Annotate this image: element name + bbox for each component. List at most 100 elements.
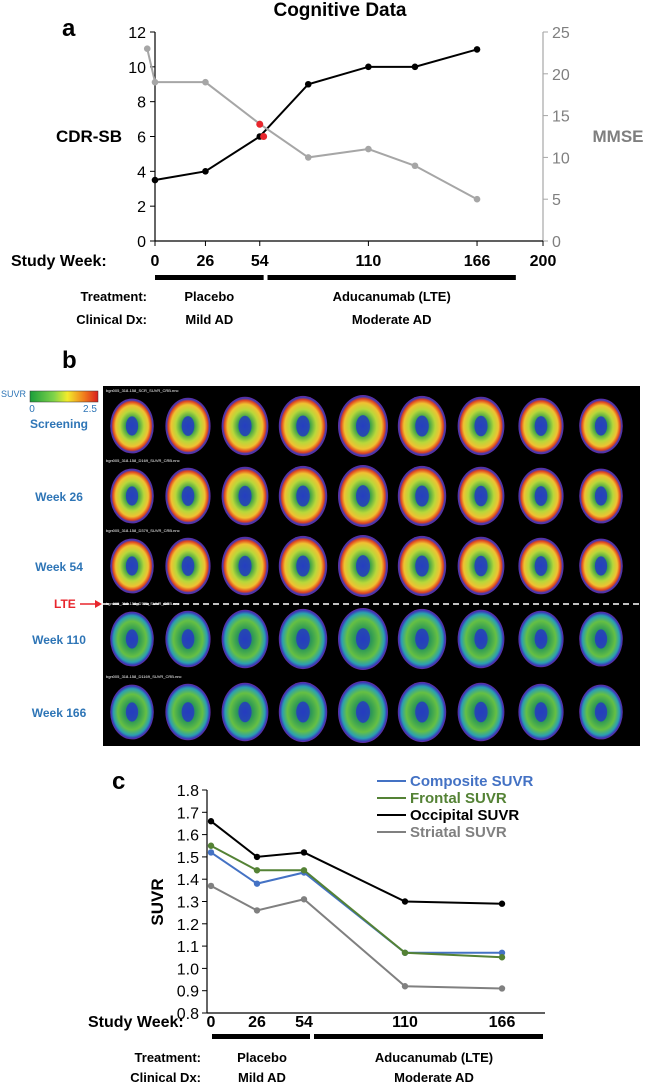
pet-ventricle: [534, 486, 548, 506]
chart-c-point-occipital-suvr: [498, 900, 506, 907]
pet-ventricle: [594, 702, 608, 722]
chart-a-point-mmse: [473, 195, 481, 203]
pet-ventricle: [296, 628, 310, 650]
chart-c-ytick-label: 1.6: [177, 828, 199, 845]
chart-c-point-striatal-suvr: [207, 882, 215, 890]
chart-a-y2tick-label: 0: [552, 234, 561, 251]
chart-a-point-mmse: [304, 154, 312, 161]
chart-a-point-cdr-sb: [411, 63, 419, 71]
chart-c-xtick-label: 26: [248, 1014, 266, 1031]
chart-c-point-frontal-suvr: [207, 842, 215, 849]
chart-c-point-composite-suvr: [207, 849, 215, 856]
chart-c-phase-dx: Moderate AD: [394, 1070, 474, 1085]
pet-row-caption: bgn005_318-158_SCR_SUVR_CRB.nnc: [106, 388, 179, 393]
chart-a-series-cdr-sb: [154, 48, 478, 182]
pet-row-label: Week 54: [35, 560, 83, 574]
pet-ventricle: [534, 556, 548, 576]
chart-c-ytick-label: 0.8: [177, 1006, 199, 1023]
chart-c-ytick-label: 0.9: [177, 984, 199, 1001]
pet-ventricle: [594, 556, 608, 576]
chart-c-phase-bar: [212, 1034, 310, 1039]
chart-a-ylabel: CDR-SB: [56, 127, 122, 146]
chart-c-phase-bar: [314, 1034, 543, 1039]
pet-ventricle: [474, 628, 488, 650]
pet-ventricle: [125, 416, 139, 436]
pet-row-caption: bgn005_318-158_D771_SUVR_CRB.nnc: [106, 601, 180, 606]
chart-c-point-frontal-suvr: [253, 867, 261, 874]
chart-a-y2tick-label: 20: [552, 67, 570, 84]
pet-ventricle: [474, 415, 488, 437]
chart-c-point-occipital-suvr: [401, 898, 409, 905]
pet-ventricle: [534, 416, 548, 436]
scale-min: 0: [29, 404, 35, 415]
chart-a-ytick-label: 8: [137, 95, 146, 112]
chart-a-point-cdr-sb: [473, 46, 481, 53]
panel-a: a Cognitive Data CDR-SB MMSE 0 2 4 6 8 10 12 0 5…: [11, 0, 644, 327]
chart-a-xtick-label: 26: [197, 253, 215, 270]
chart-a-ytick-label: 0: [137, 234, 146, 251]
chart-c-ytick-label: 1.1: [177, 939, 199, 956]
panel-c-letter: c: [112, 768, 125, 795]
chart-c-point-frontal-suvr: [401, 949, 409, 956]
pet-ventricle: [238, 555, 252, 577]
chart-c-xtick-label: 54: [295, 1014, 313, 1031]
chart-a-point-mmse: [365, 145, 372, 153]
pet-ventricle: [181, 702, 195, 722]
pet-ventricle: [415, 628, 429, 650]
pet-ventricle: [125, 486, 139, 506]
pet-ventricle: [594, 629, 608, 649]
chart-a-dx-label: Clinical Dx:: [76, 312, 147, 327]
chart-a-xtick-label: 110: [355, 253, 381, 270]
pet-ventricle: [594, 416, 608, 436]
pet-ventricle: [181, 629, 195, 649]
pet-ventricle: [181, 556, 195, 576]
chart-a-point-mmse: [143, 45, 151, 53]
pet-ventricle: [296, 415, 310, 437]
panel-b-letter: b: [62, 347, 77, 374]
pet-ventricle: [474, 555, 488, 577]
chart-a-phase-dx: Moderate AD: [352, 312, 432, 327]
chart-c-point-frontal-suvr: [300, 867, 308, 874]
chart-c-point-composite-suvr: [498, 949, 506, 956]
chart-c-ytick-label: 1.4: [177, 872, 199, 889]
chart-c-series-frontal-suvr: [210, 844, 503, 959]
chart-a-point-cdr-sb: [202, 168, 209, 175]
pet-row-label: Week 166: [32, 706, 87, 720]
pet-row-caption: bgn005_318-158_D1169_SUVR_CRB.nnc: [106, 674, 182, 679]
pet-row-label: Screening: [30, 417, 88, 431]
chart-c-ylabel: SUVR: [148, 878, 167, 925]
suvr-colorbar: [29, 390, 99, 403]
chart-a-ytick-label: 4: [137, 164, 146, 181]
chart-a-point-cdr-sb: [365, 63, 372, 71]
chart-c-phase-treatment: Placebo: [237, 1050, 287, 1065]
chart-a-phase-treatment: Placebo: [184, 289, 234, 304]
chart-c-xtick-label: 166: [489, 1014, 516, 1031]
chart-a-ytick-label: 12: [128, 25, 146, 42]
pet-ventricle: [296, 555, 310, 577]
chart-c-ytick-label: 1.2: [177, 917, 199, 934]
pet-row-label: Week 26: [35, 490, 83, 504]
pet-ventricle: [594, 486, 608, 506]
pet-ventricle: [415, 701, 429, 723]
chart-a-phase-bar: [267, 275, 516, 280]
chart-a-xlabel: Study Week:: [11, 253, 107, 270]
lte-arrowhead: [95, 600, 102, 608]
pet-ventricle: [356, 701, 370, 723]
chart-c-point-striatal-suvr: [300, 896, 308, 903]
pet-row-caption: bgn005_318-158_D169_SUVR_CRB.nnc: [106, 458, 180, 463]
pet-row-label: Week 110: [32, 633, 86, 647]
pet-ventricle: [238, 628, 252, 650]
pet-ventricle: [356, 415, 370, 437]
pet-ventricle: [415, 485, 429, 507]
pet-ventricle: [181, 486, 195, 506]
scale-label: SUVR: [1, 389, 27, 399]
scale-max: 2.5: [83, 404, 97, 415]
chart-a-y2tick-label: 25: [552, 25, 570, 42]
chart-a-highlight-point: [260, 133, 268, 140]
pet-ventricle: [181, 416, 195, 436]
chart-c-phase-treatment: Aducanumab (LTE): [375, 1050, 493, 1065]
chart-c-xlabel: Study Week:: [88, 1014, 184, 1031]
chart-c-treatment-label: Treatment:: [135, 1050, 201, 1065]
chart-c-point-occipital-suvr: [207, 818, 215, 825]
